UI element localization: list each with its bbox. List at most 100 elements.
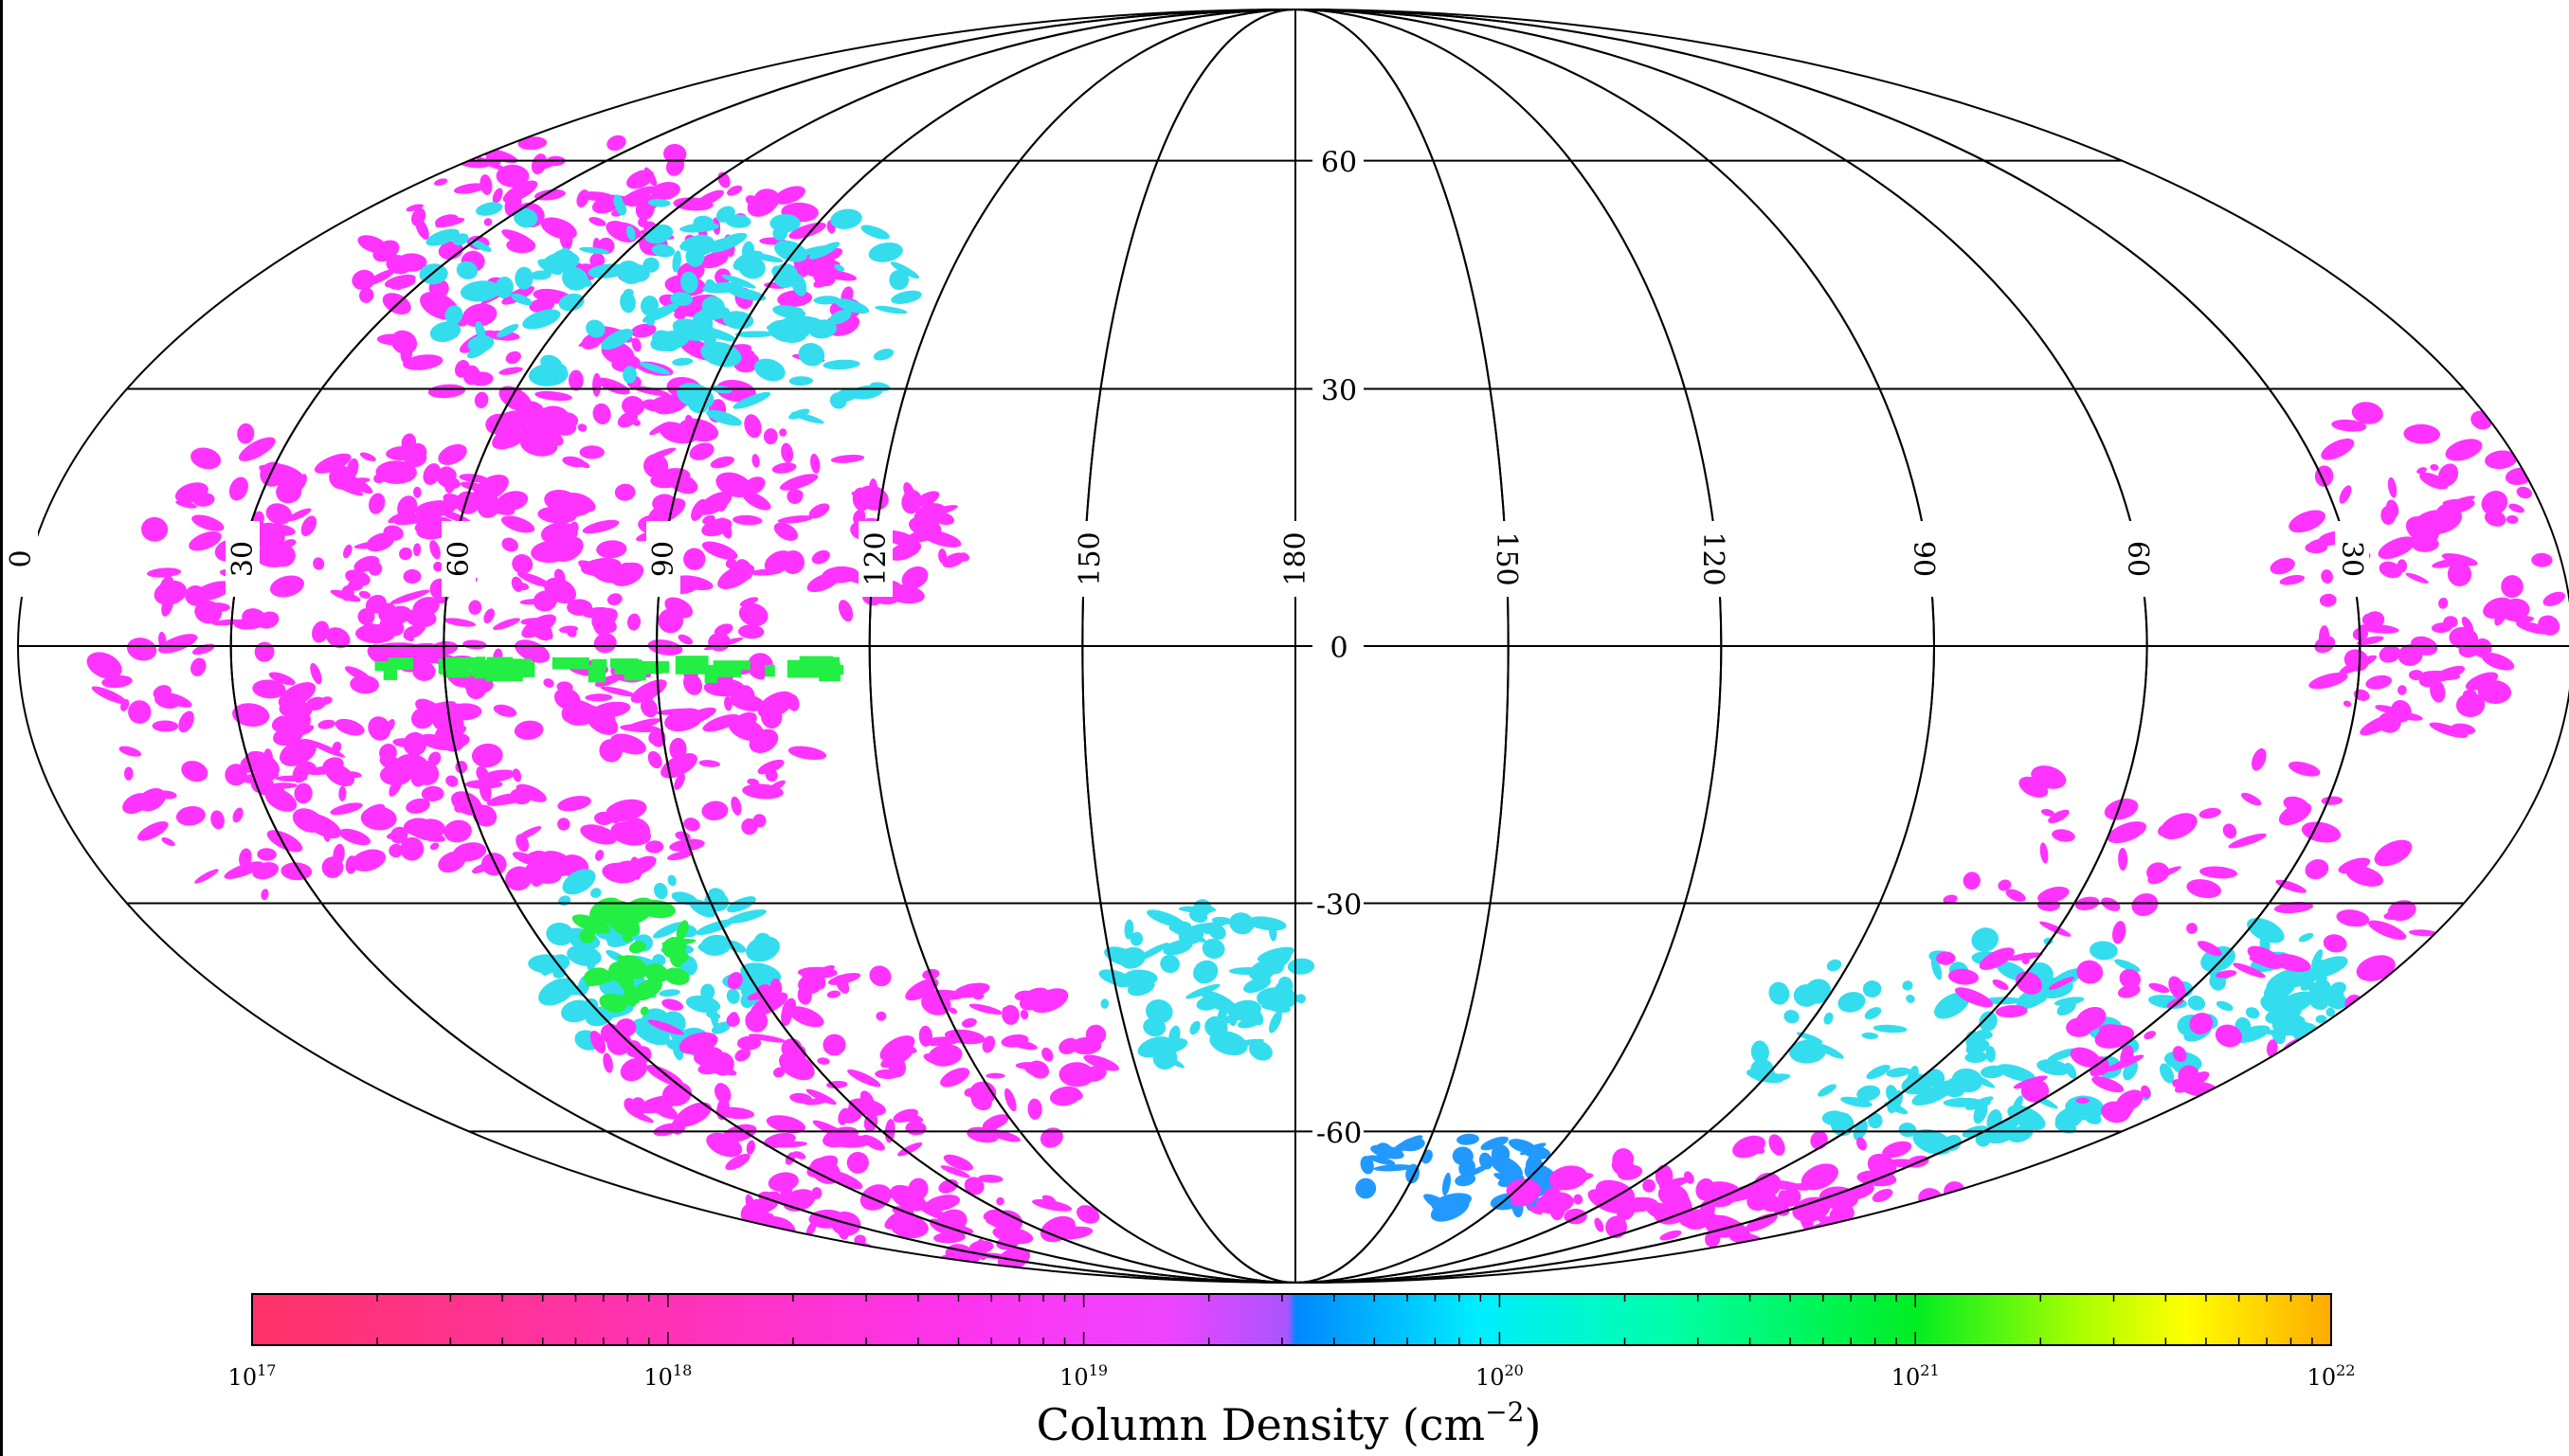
coordinate-grid [17,9,2569,1284]
emission-patch [1185,983,1221,999]
emission-patch [2260,992,2299,1016]
emission-patch [725,558,737,569]
emission-patch [335,718,365,736]
emission-patch [239,848,252,869]
emission-patch [830,208,862,229]
colorbar-tick-label: 1018 [643,1361,692,1391]
emission-patch [757,759,785,775]
emission-patch [743,476,766,495]
emission-patch [210,810,225,830]
emission-patch [528,954,567,974]
emission-patch [733,391,771,409]
emission-patch [2431,622,2452,634]
emission-patch [455,491,480,514]
emission-patch [2090,941,2118,961]
lon-label-bg [442,521,476,597]
emission-patch [2505,467,2533,486]
plane-emission [552,657,589,670]
emission-patch [721,274,756,289]
emission-patch [779,474,819,491]
emission-patch [594,674,623,688]
emission-patch [874,1264,898,1283]
emission-patch [1367,1155,1396,1165]
emission-patch [808,1261,834,1270]
emission-patch [653,1123,680,1137]
emission-patch [299,725,315,735]
emission-patch [829,309,852,325]
emission-patch [876,1011,887,1021]
emission-patch [2141,1085,2151,1099]
emission-patch [1976,1030,1993,1039]
emission-patch [713,1230,729,1247]
lat-label-bg [1312,627,1364,665]
emission-patch [1355,1177,1377,1199]
emission-patch [2284,1088,2297,1108]
emission-patch [485,150,502,167]
emission-patch [552,419,577,436]
emission-patch [725,214,751,228]
lat-label-bg [1312,884,1364,923]
emission-patch [701,541,738,560]
emission-patch [625,225,636,242]
lon-label: 150 [1074,531,1107,585]
emission-patch [158,634,198,654]
emission-patch [1605,1215,1628,1238]
emission-patch [576,189,589,207]
emission-patch [792,1151,806,1159]
lon-label-bg [4,521,38,597]
emission-patch [683,818,700,832]
emission-patch [433,561,443,572]
emission-patch [2047,1048,2077,1062]
emission-patch [118,746,142,757]
emission-patch [2432,665,2466,682]
emission-patch [622,396,645,417]
emission-patch [2319,593,2337,607]
emission-patch [161,594,174,617]
emission-patch [2123,1097,2134,1116]
emission-patch [2216,1000,2234,1012]
emission-patch [863,1263,888,1278]
emission-patch [1058,1037,1079,1054]
emission-patch [626,613,642,631]
emission-patch [663,967,690,985]
emission-patch [2168,976,2186,999]
emission-patch [2351,402,2383,424]
emission-patch [2251,747,2267,771]
emission-patch [311,818,329,827]
emission-patch [738,624,765,639]
emission-patch [1146,909,1185,928]
emission-patch [2172,1046,2187,1063]
emission-patch [1954,987,1994,1008]
emission-patch [1997,1064,2035,1082]
emission-patch [1659,1230,1682,1241]
emission-patch [766,1115,806,1134]
emission-patch [394,512,435,526]
emission-patch [434,214,460,227]
emission-patch [639,1095,678,1114]
emission-patch [764,1132,796,1148]
emission-patch [2305,859,2329,880]
emission-patch [701,296,725,318]
plane-emission [713,660,751,671]
emission-patch [678,634,693,645]
emission-patch [791,1263,830,1277]
lon-label-bg [1907,521,1941,597]
emission-patch [1549,1197,1565,1221]
emission-patch [445,775,459,787]
emission-patch [2312,959,2333,974]
emission-patch [778,1052,815,1081]
emission-patch [664,708,703,732]
emission-patch [313,557,325,570]
emission-patch [771,265,783,277]
emission-patch [853,509,866,525]
emission-patch [983,1209,1002,1221]
emission-patch [468,600,482,615]
emission-patch [969,1240,994,1253]
emission-patch [324,764,355,787]
emission-patch [266,782,298,789]
emission-patch [812,1120,849,1141]
emission-patch [414,818,445,840]
colorbar-tick-labels: 1017 1018 1019 1020 1021 1022 [228,1361,2356,1391]
emission-patch [2429,722,2469,739]
emission-patch [2091,1076,2125,1093]
